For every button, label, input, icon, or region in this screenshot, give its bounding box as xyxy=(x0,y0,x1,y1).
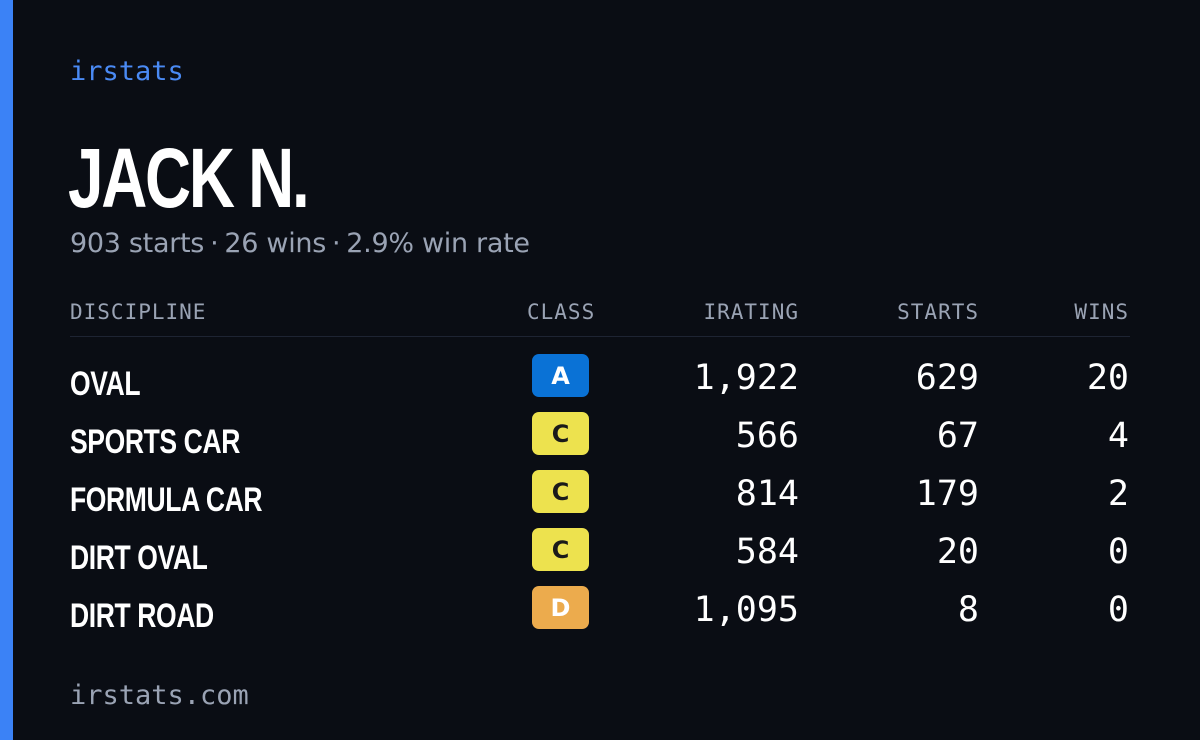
class-badge: D xyxy=(532,586,589,629)
wins-value: 0 xyxy=(1107,532,1129,572)
separator-dot: · xyxy=(331,228,341,259)
header-irating: IRATING xyxy=(703,300,799,324)
irating-value: 1,095 xyxy=(693,590,799,630)
table-row: FORMULA CAR C 814 179 2 xyxy=(70,466,1130,524)
accent-bar xyxy=(0,0,13,740)
discipline-name: OVAL xyxy=(70,365,141,403)
table-row: OVAL A 1,922 629 20 xyxy=(70,350,1130,408)
footer-url: irstats.com xyxy=(70,680,249,711)
starts-value: 20 xyxy=(936,532,979,572)
wins-value: 0 xyxy=(1107,590,1129,630)
starts-value: 629 xyxy=(915,358,979,398)
irating-value: 584 xyxy=(735,532,799,572)
irating-value: 814 xyxy=(735,474,799,514)
class-badge: A xyxy=(532,354,589,397)
discipline-name: DIRT ROAD xyxy=(70,597,214,635)
separator-dot: · xyxy=(210,228,219,259)
table-row: DIRT OVAL C 584 20 0 xyxy=(70,524,1130,582)
header-discipline: DISCIPLINE xyxy=(70,300,207,324)
class-badge: C xyxy=(532,528,589,571)
irating-value: 566 xyxy=(735,416,799,456)
brand-logo: irstats xyxy=(70,56,184,87)
header-class: CLASS xyxy=(527,300,596,324)
driver-summary: 903 starts · 26 wins · 2.9% win rate xyxy=(70,228,530,259)
starts-value: 8 xyxy=(957,590,979,630)
discipline-table: OVAL A 1,922 629 20 SPORTS CAR C 566 67 … xyxy=(70,350,1130,640)
discipline-name: SPORTS CAR xyxy=(70,423,240,461)
header-wins: WINS xyxy=(1074,300,1129,324)
starts-value: 67 xyxy=(936,416,979,456)
wins-summary: 26 wins xyxy=(224,228,326,259)
starts-summary: 903 starts xyxy=(70,228,205,259)
wins-value: 20 xyxy=(1086,358,1129,398)
winrate-summary: 2.9% win rate xyxy=(346,228,530,259)
table-row: DIRT ROAD D 1,095 8 0 xyxy=(70,582,1130,640)
discipline-name: FORMULA CAR xyxy=(70,481,263,519)
header-starts: STARTS xyxy=(897,300,979,324)
class-badge: C xyxy=(532,470,589,513)
table-header: DISCIPLINE CLASS IRATING STARTS WINS xyxy=(70,300,1130,337)
irating-value: 1,922 xyxy=(693,358,799,398)
discipline-name: DIRT OVAL xyxy=(70,539,208,577)
wins-value: 2 xyxy=(1107,474,1129,514)
wins-value: 4 xyxy=(1107,416,1129,456)
table-row: SPORTS CAR C 566 67 4 xyxy=(70,408,1130,466)
starts-value: 179 xyxy=(915,474,979,514)
class-badge: C xyxy=(532,412,589,455)
driver-name: JACK N. xyxy=(68,131,310,225)
